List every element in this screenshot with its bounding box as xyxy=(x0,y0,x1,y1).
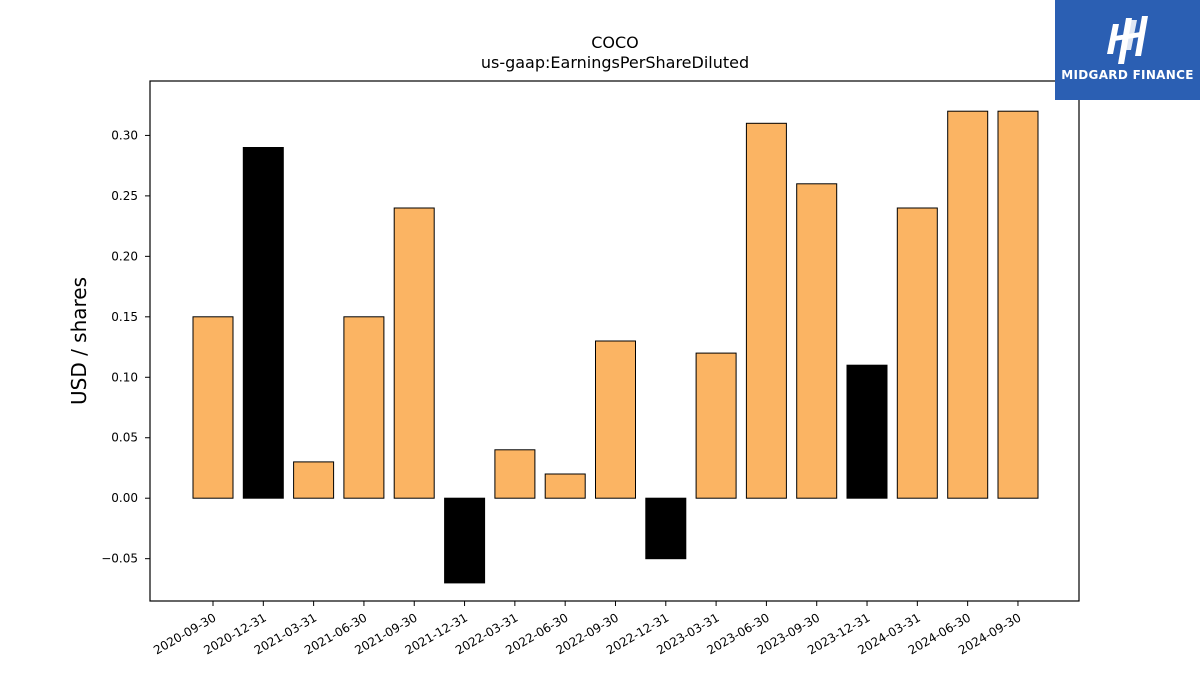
bar-2022-06-30 xyxy=(544,473,586,499)
bar-2020-09-30 xyxy=(192,316,234,499)
bars-layer xyxy=(192,110,1039,584)
chart-title: COCO xyxy=(591,33,639,52)
logo-text: MIDGARD FINANCE xyxy=(1061,68,1194,82)
y-axis-label: USD / shares xyxy=(67,277,91,405)
bar-2022-12-31 xyxy=(645,497,687,560)
bar-2024-06-30 xyxy=(947,110,989,499)
y-tick-label: 0.00 xyxy=(111,491,138,505)
y-tick-label: 0.05 xyxy=(111,431,138,445)
y-tick-label: 0.20 xyxy=(111,249,138,263)
y-tick-label: 0.10 xyxy=(111,370,138,384)
bar-2021-09-30 xyxy=(393,207,435,499)
bar-2022-09-30 xyxy=(595,340,636,499)
y-tick-label: 0.25 xyxy=(111,189,138,203)
bar-2020-12-31 xyxy=(242,147,284,499)
y-tick-label: 0.15 xyxy=(111,310,138,324)
chart-subtitle: us-gaap:EarningsPerShareDiluted xyxy=(481,53,749,72)
bar-2024-09-30 xyxy=(997,110,1039,499)
midgard-finance-logo: MIDGARD FINANCE xyxy=(1055,0,1200,100)
bar-2024-03-31 xyxy=(896,207,938,499)
bar-2021-06-30 xyxy=(343,316,385,499)
bar-2021-12-31 xyxy=(444,497,486,584)
plot-frame xyxy=(149,80,1080,602)
x-axis-ticks: 2020-09-302020-12-312021-03-312021-06-30… xyxy=(151,601,1023,657)
bar-2023-03-31 xyxy=(695,352,737,499)
y-tick-label: −0.05 xyxy=(101,552,138,566)
midgard-finance-logo-icon xyxy=(1107,16,1148,64)
bar-2022-03-31 xyxy=(494,449,536,499)
bar-2023-09-30 xyxy=(796,183,838,499)
bar-2021-03-31 xyxy=(293,461,335,499)
bar-2023-12-31 xyxy=(846,364,888,499)
bar-2023-06-30 xyxy=(745,122,787,499)
y-axis-ticks: −0.05 0.00 0.05 0.10 0.15 0.20 0.25 0.30 xyxy=(101,128,150,566)
y-tick-label: 0.30 xyxy=(111,128,138,142)
